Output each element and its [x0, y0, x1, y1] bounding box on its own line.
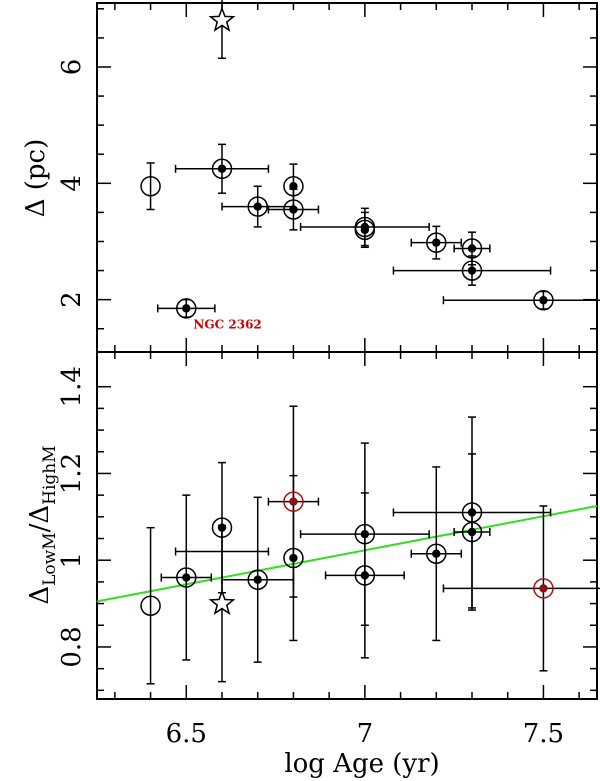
open-circle-marker — [461, 260, 483, 281]
top-y-tick-label: 6 — [57, 59, 87, 76]
open-circle-marker — [176, 298, 197, 319]
top-y-tick-label: 2 — [57, 291, 87, 308]
fit-line — [96, 504, 598, 603]
filled-dot-marker — [217, 164, 227, 173]
data-point — [324, 492, 405, 659]
data-point — [410, 466, 463, 642]
data-point — [174, 143, 270, 194]
data-point — [354, 211, 376, 249]
filled-dot-marker — [253, 575, 262, 584]
ticks — [97, 3, 597, 699]
open-circle-marker — [211, 158, 233, 180]
data-point — [174, 547, 270, 556]
data-point — [208, 0, 236, 60]
tick-labels: 6.5 7 7.5 2 4 6 0.8 1 1.2 1.4 — [57, 59, 564, 749]
open-circle-marker — [354, 565, 376, 586]
filled-dot-marker — [539, 584, 548, 593]
open-circle-marker — [533, 578, 554, 599]
open-circle-marker — [426, 232, 447, 253]
data-point — [267, 188, 320, 231]
x-tick-label: 7.5 — [523, 719, 564, 749]
filled-dot-marker — [360, 225, 370, 235]
filled-dot-marker — [467, 244, 477, 253]
filled-dot-marker — [289, 497, 298, 506]
open-circle-marker — [140, 595, 161, 616]
filled-dot-marker — [289, 182, 298, 191]
filled-dot-marker — [467, 527, 477, 537]
data-point — [221, 185, 295, 228]
filled-dot-marker — [432, 549, 441, 558]
data-point — [442, 289, 600, 311]
filled-dot-marker — [182, 304, 191, 313]
top-panel-points — [140, 0, 600, 319]
open-circle-marker — [283, 199, 304, 220]
open-circle-marker — [247, 196, 268, 217]
top-y-axis-title: Δ (pc) — [21, 139, 51, 218]
filled-dot-marker — [253, 202, 262, 211]
bottom-y-tick-label: 1.4 — [57, 366, 87, 407]
filled-dot-marker — [539, 296, 548, 305]
x-tick-label: 7 — [357, 719, 374, 749]
data-point — [410, 225, 463, 260]
data-point — [140, 526, 161, 685]
annotation-ngc-2362: NGC 2362 — [193, 318, 261, 332]
filled-dot-marker — [432, 238, 441, 247]
data-point — [267, 405, 320, 598]
open-circle-marker — [140, 175, 161, 197]
data-point — [392, 255, 552, 286]
star-marker — [208, 589, 236, 616]
data-point — [221, 496, 295, 663]
filled-dot-marker — [289, 205, 298, 214]
filled-dot-marker — [360, 571, 370, 580]
data-point — [156, 298, 216, 319]
data-point — [160, 494, 213, 661]
open-circle-marker — [533, 289, 554, 311]
star-marker — [208, 6, 236, 32]
data-point — [208, 524, 236, 683]
open-circle-marker — [461, 521, 483, 543]
open-circle-marker — [283, 491, 304, 512]
open-circle-marker — [426, 543, 447, 564]
data-point — [453, 453, 491, 611]
bottom-y-axis-title: ΔLowM/ΔHighM — [25, 445, 60, 604]
open-circle-marker — [354, 219, 376, 241]
top-y-tick-label: 4 — [57, 175, 87, 192]
open-circle-marker — [176, 567, 197, 588]
filled-dot-marker — [182, 573, 191, 582]
bottom-panel-points — [140, 405, 600, 685]
x-axis-title: log Age (yr) — [284, 749, 439, 779]
bottom-y-tick-label: 1 — [57, 552, 87, 569]
bottom-y-tick-label: 1.2 — [57, 453, 87, 494]
bottom-panel-frame — [96, 351, 598, 700]
open-circle-marker — [247, 569, 268, 590]
filled-dot-marker — [467, 266, 477, 275]
bottom-y-tick-label: 0.8 — [57, 626, 87, 667]
data-point — [442, 505, 600, 672]
x-tick-label: 6.5 — [166, 719, 207, 749]
data-point — [140, 162, 161, 211]
